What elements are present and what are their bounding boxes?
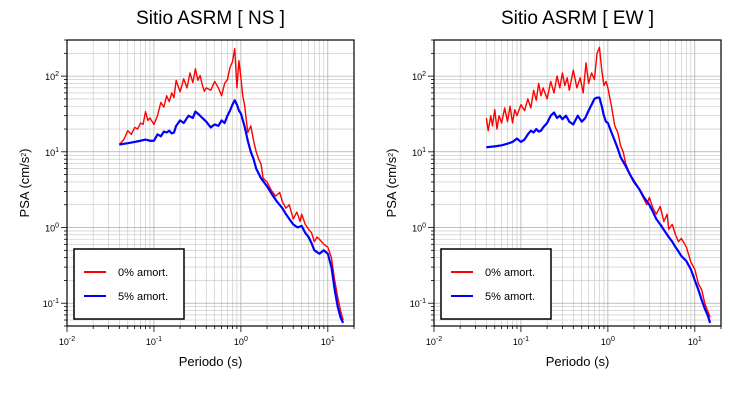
x-tick-label: 101: [321, 336, 335, 347]
plot-frame-ns: [66, 39, 355, 327]
x-tick-label: 100: [234, 336, 248, 347]
legend-label-0pct: 0% amort.: [118, 267, 168, 279]
chart-title-ns: Sitio ASRM [ NS ]: [136, 8, 285, 29]
chart-title-ew: Sitio ASRM [ EW ]: [501, 8, 654, 29]
y-tick-label: 102: [45, 71, 59, 82]
legend-box: [440, 248, 552, 320]
x-tick-label: 101: [688, 336, 702, 347]
plot-frame-ew: [433, 39, 722, 327]
x-axis-label-ns: Periodo (s): [179, 354, 243, 369]
series-line-0pct: [485, 46, 711, 318]
y-axis-label-prefix: PSA (cm/s: [384, 156, 399, 217]
legend-label-5pct: 5% amort.: [485, 291, 535, 303]
legend-ew: 0% amort. 5% amort.: [440, 248, 552, 320]
series-line-5pct: [119, 99, 345, 324]
series-line-0pct: [118, 48, 344, 321]
y-axis-label-ew: PSA (cm/s2): [384, 149, 399, 218]
x-tick-label: 10-2: [59, 336, 75, 347]
y-tick-label: 10-1: [43, 298, 59, 309]
y-axis-label-suffix: ): [17, 149, 32, 153]
x-axis-label-ew: Periodo (s): [546, 354, 610, 369]
series-group-ew: [485, 46, 712, 324]
x-tick-label: 10-1: [513, 336, 529, 347]
x-tick-label: 10-1: [146, 336, 162, 347]
y-tick-label: 10-1: [410, 298, 426, 309]
y-tick-label: 100: [412, 223, 426, 234]
y-axis-label-ns: PSA (cm/s2): [17, 149, 32, 218]
y-axis-label-sup: 2: [388, 153, 395, 157]
y-tick-label: 101: [45, 147, 59, 158]
legend-box: [73, 248, 185, 320]
grid-ns: [61, 39, 355, 332]
y-tick-labels-ns: 10-1 100 101 102: [43, 71, 59, 309]
y-axis-label-suffix: ): [384, 149, 399, 153]
x-tick-label: 10-2: [426, 336, 442, 347]
series-line-5pct: [486, 96, 712, 324]
series-group-ns: [118, 48, 345, 324]
y-axis-label-prefix: PSA (cm/s: [17, 156, 32, 217]
legend-label-5pct: 5% amort.: [118, 291, 168, 303]
chart-panel-ew: 10-2 10-1 100 101 10-1 100 101 102 Sitio ASRM …: [384, 8, 722, 369]
y-tick-label: 101: [412, 147, 426, 158]
legend-ns: 0% amort. 5% amort.: [73, 248, 185, 320]
x-tick-labels-ew: 10-2 10-1 100 101: [426, 336, 702, 347]
chart-panel-ns: 10-2 10-1 100 101 10-1 100 101 102 Sitio ASRM …: [17, 8, 355, 369]
y-tick-label: 100: [45, 223, 59, 234]
y-tick-labels-ew: 10-1 100 101 102: [410, 71, 426, 309]
x-tick-label: 100: [601, 336, 615, 347]
y-axis-label-sup: 2: [21, 153, 28, 157]
y-tick-label: 102: [412, 71, 426, 82]
x-tick-labels-ns: 10-2 10-1 100 101: [59, 336, 335, 347]
legend-label-0pct: 0% amort.: [485, 267, 535, 279]
